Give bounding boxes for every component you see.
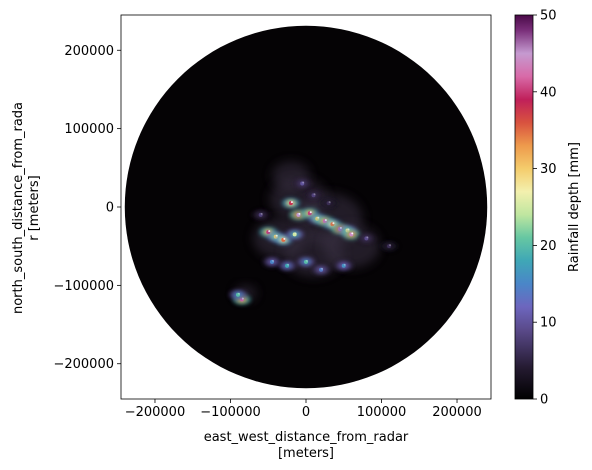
rain-cell-0 — [281, 198, 300, 209]
rain-cell-21 — [304, 190, 323, 201]
rain-cell-20 — [293, 178, 312, 189]
rain-cell-16 — [312, 264, 331, 275]
colorbar-tick-label: 50 — [540, 9, 557, 24]
x-tick-label: 100000 — [357, 405, 407, 420]
y-tick-label: 100000 — [64, 122, 114, 137]
x-tick-label: −100000 — [200, 405, 261, 420]
rain-cell-14 — [263, 256, 282, 267]
rain-cell-24 — [357, 233, 376, 244]
colorbar: 0 10 20 30 40 50 Rainfall depth [mm] — [514, 9, 582, 408]
rain-cells — [229, 178, 399, 305]
colorbar-ticks: 0 10 20 30 40 50 — [533, 9, 557, 408]
y-axis-label-line2: r [meters] — [27, 175, 42, 241]
rain-cell-25 — [380, 241, 399, 252]
x-tick-label: 200000 — [432, 405, 482, 420]
rain-cell-19 — [229, 289, 248, 300]
y-tick-label: 0 — [106, 201, 114, 216]
colorbar-tick-label: 0 — [540, 393, 548, 408]
y-tick-label: 200000 — [64, 44, 114, 59]
colorbar-label: Rainfall depth [mm] — [567, 142, 582, 272]
colorbar-tick-label: 30 — [540, 162, 557, 177]
y-tick-label: −100000 — [53, 279, 114, 294]
colorbar-gradient — [514, 14, 534, 400]
x-tick-label: −200000 — [125, 405, 186, 420]
colorbar-tick-label: 20 — [540, 239, 557, 254]
rain-cell-13 — [278, 260, 297, 271]
x-tick-label: 0 — [302, 405, 310, 420]
rain-cell-15 — [297, 256, 315, 267]
colorbar-tick-label: 40 — [540, 85, 557, 100]
y-tick-label: −200000 — [53, 357, 114, 372]
x-axis-label-line2: [meters] — [278, 446, 334, 461]
y-axis-ticks: 200000 100000 0 −100000 −200000 — [53, 44, 121, 372]
x-axis-ticks: −200000 −100000 0 100000 200000 — [125, 399, 482, 420]
rain-cell-17 — [334, 260, 353, 271]
y-axis-label-line1: north_south_distance_from_rada — [11, 102, 26, 314]
rain-cell-12 — [285, 229, 304, 240]
x-axis-label-line1: east_west_distance_from_radar — [204, 430, 409, 445]
colorbar-tick-label: 10 — [540, 316, 557, 331]
radar-disk — [124, 25, 488, 389]
rain-cell-8 — [342, 229, 361, 240]
rain-cell-22 — [319, 198, 338, 209]
rain-cell-23 — [251, 209, 270, 220]
